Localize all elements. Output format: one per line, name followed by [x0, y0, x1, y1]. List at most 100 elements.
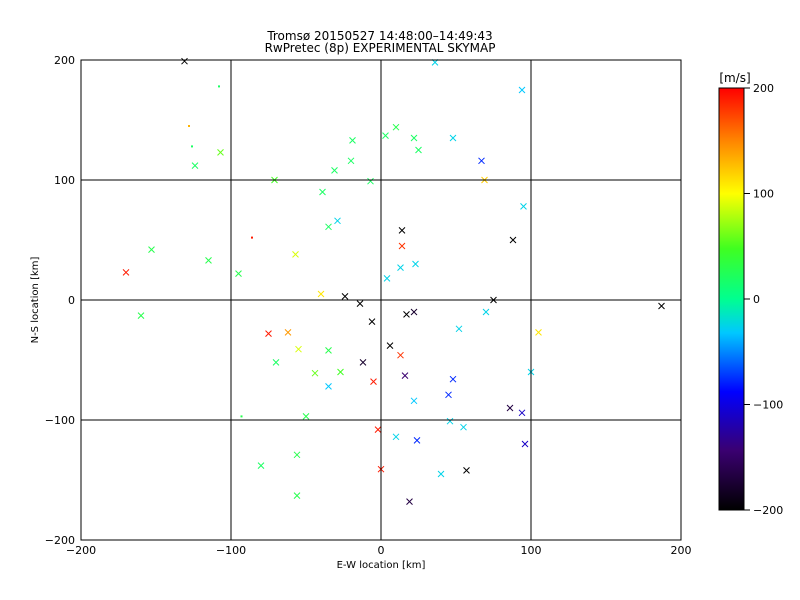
colorbar-scale	[718, 87, 745, 511]
x-tick-label: 0	[378, 544, 385, 557]
data-point-x	[478, 157, 485, 165]
data-point-x	[319, 188, 326, 196]
data-point-x	[302, 413, 310, 420]
x-axis-ticks: −200 −100 0 100 200	[66, 544, 692, 557]
data-point-x	[257, 462, 265, 469]
data-point-x	[446, 417, 454, 425]
data-point-x	[658, 302, 665, 310]
y-tick-label: −100	[45, 414, 75, 427]
gridlines	[81, 60, 681, 540]
data-point-x	[349, 137, 356, 144]
data-point-x	[325, 347, 332, 354]
data-point-x	[292, 251, 299, 258]
x-axis-label: E-W location [km]	[337, 560, 426, 571]
x-tick-label: 200	[671, 544, 692, 557]
data-point-x	[374, 426, 382, 433]
data-point-x	[463, 467, 470, 474]
data-point-x	[356, 300, 364, 307]
data-point-x	[137, 312, 145, 319]
data-point-x	[235, 270, 242, 277]
y-axis-label: N-S location [km]	[30, 257, 41, 344]
data-point-x	[325, 383, 332, 390]
data-point-x	[367, 177, 374, 185]
y-tick-label: 0	[68, 294, 75, 307]
data-point-x	[293, 492, 301, 499]
data-point-x	[383, 275, 391, 282]
data-point-x	[368, 318, 376, 325]
data-point-x	[284, 329, 292, 336]
data-point-x	[460, 423, 467, 431]
data-point-dot	[218, 85, 220, 88]
data-point-x	[437, 470, 445, 478]
data-point-x	[449, 134, 457, 142]
data-point-x	[455, 325, 463, 333]
data-point-x	[518, 409, 526, 417]
plot-frame	[80, 59, 682, 541]
data-point-x	[520, 203, 527, 210]
data-point-x	[311, 369, 319, 377]
data-point-x	[521, 440, 529, 448]
data-point-x	[265, 330, 272, 337]
plot-area: −200 −100 0 100 200 −200 −100 0 100 200	[45, 54, 692, 557]
data-point-x	[295, 345, 302, 353]
y-tick-label: −200	[45, 534, 75, 547]
y-tick-label: 200	[54, 54, 75, 67]
data-point-x	[392, 123, 400, 131]
data-point-x	[341, 293, 349, 300]
data-point-x	[359, 359, 367, 366]
x-tick-label: −200	[66, 544, 96, 557]
data-point-x	[205, 257, 212, 264]
data-point-x	[392, 433, 400, 441]
data-point-x	[217, 149, 224, 156]
data-point-x	[382, 132, 389, 139]
data-point-dot	[240, 415, 243, 418]
colorbar-ticks: 200 100 0 −100 −200	[744, 82, 783, 517]
data-point-x	[122, 269, 130, 276]
colorbar-tick-label: 200	[753, 82, 774, 95]
chart-subtitle: RwPretec (8p) EXPERIMENTAL SKYMAP	[265, 41, 496, 55]
colorbar-label: [m/s]	[719, 71, 750, 85]
data-point-x	[325, 223, 332, 231]
data-point-x	[331, 167, 338, 174]
data-point-x	[398, 227, 406, 234]
chart-title: Tromsø 20150527 14:48:00–14:49:43	[266, 29, 492, 43]
data-point-x	[412, 260, 419, 268]
data-point-x	[445, 391, 452, 399]
data-point-x	[397, 351, 404, 359]
data-point-dot	[191, 145, 193, 148]
data-point-x	[449, 375, 457, 383]
data-points	[122, 57, 665, 505]
y-tick-label: 100	[54, 174, 75, 187]
data-point-x	[148, 246, 155, 253]
data-point-x	[370, 378, 377, 385]
colorbar-tick-label: 0	[753, 293, 760, 306]
data-point-x	[413, 437, 421, 444]
data-point-dot	[188, 125, 190, 127]
data-point-x	[518, 86, 526, 94]
x-tick-label: 100	[521, 544, 542, 557]
data-point-x	[406, 498, 413, 505]
colorbar-tick-label: −100	[753, 399, 783, 412]
data-point-x	[397, 264, 404, 271]
data-point-x	[347, 157, 355, 165]
data-point-x	[317, 290, 325, 298]
data-point-x	[535, 329, 542, 336]
data-point-x	[506, 404, 514, 412]
data-point-x	[410, 308, 418, 316]
x-tick-label: −100	[216, 544, 246, 557]
data-point-x	[415, 146, 422, 154]
data-point-x	[401, 372, 409, 379]
data-point-x	[410, 397, 418, 405]
data-point-x	[398, 242, 406, 250]
data-point-x	[337, 368, 344, 376]
data-point-x	[293, 451, 301, 459]
data-point-x	[509, 236, 517, 244]
data-point-x	[386, 342, 394, 349]
data-point-x	[181, 57, 188, 65]
data-point-x	[191, 162, 199, 169]
data-point-dot	[251, 236, 253, 239]
colorbar: [m/s] 200 100 0 −100 −200	[718, 71, 783, 517]
y-axis-ticks: −200 −100 0 100 200	[45, 54, 75, 547]
data-point-x	[410, 134, 418, 142]
